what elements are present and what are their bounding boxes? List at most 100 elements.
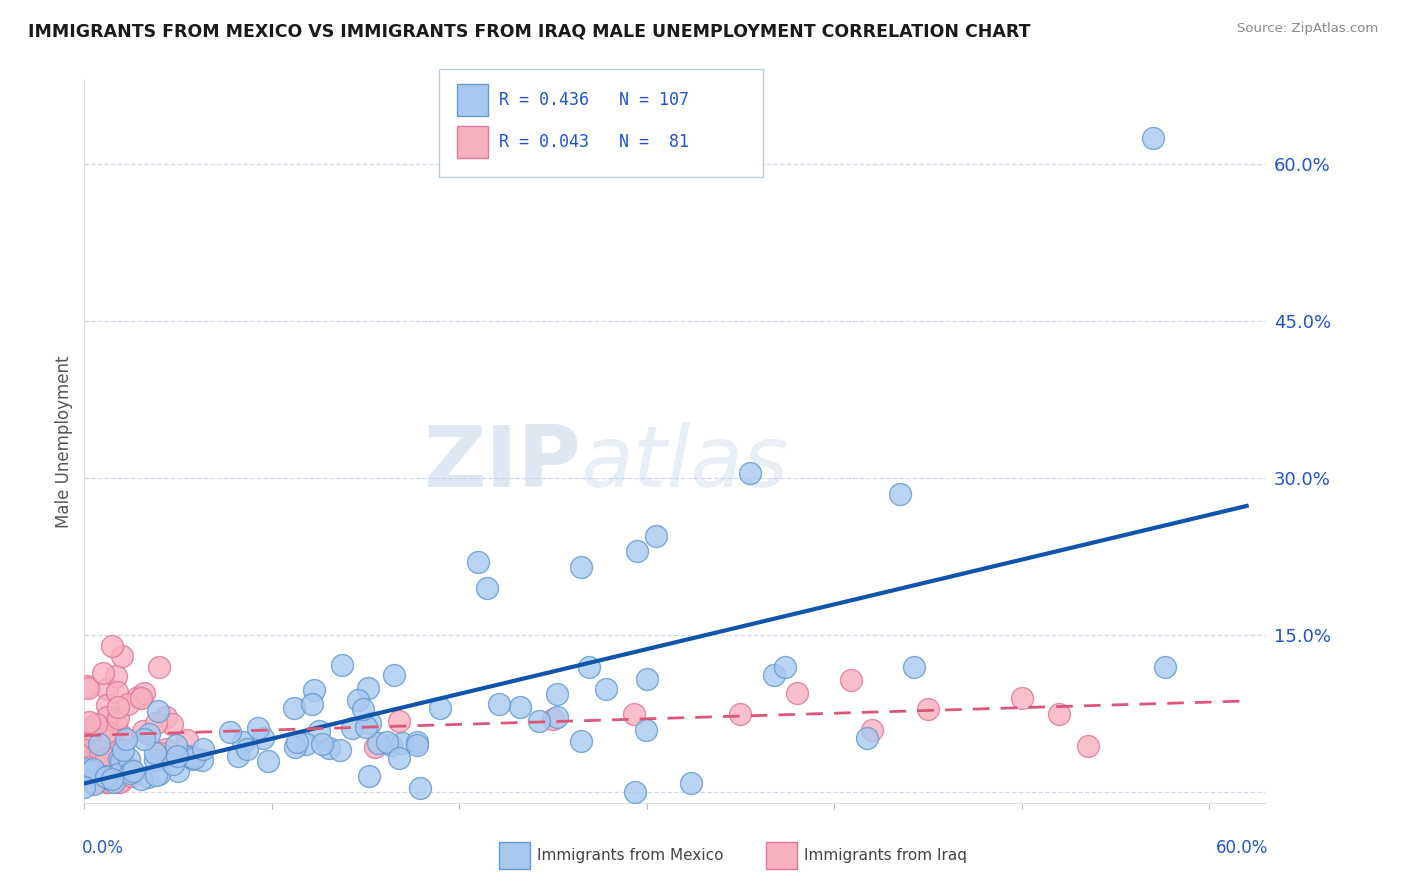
Point (100, 736, 122, 750)
Point (96, 682, 118, 697)
Point (1011, 691, 1033, 706)
Point (246, 722, 269, 736)
Point (284, 739, 307, 754)
Point (252, 731, 274, 745)
Point (232, 735, 254, 749)
Point (129, 772, 152, 787)
Point (152, 749, 174, 764)
Point (77, 760, 100, 774)
Point (166, 749, 188, 764)
Point (509, 699, 531, 714)
Point (624, 785, 647, 799)
Point (82, 719, 104, 733)
Point (160, 716, 183, 731)
Point (90, 772, 112, 787)
Point (387, 751, 409, 765)
Point (359, 715, 381, 730)
Point (308, 723, 330, 738)
Point (155, 742, 177, 756)
Point (626, 544, 648, 558)
Point (330, 658, 353, 673)
Point (86, 756, 108, 770)
Point (77, 714, 100, 729)
Point (636, 672, 658, 686)
Point (87, 730, 110, 744)
Point (730, 706, 752, 721)
Point (107, 711, 129, 725)
Point (467, 555, 489, 569)
Point (354, 720, 377, 734)
Point (1077, 739, 1099, 754)
Point (138, 727, 160, 741)
Point (75, 762, 97, 776)
Point (143, 753, 166, 767)
Point (73, 756, 96, 770)
Point (569, 734, 592, 748)
Point (111, 743, 134, 757)
Point (76, 679, 98, 693)
Point (100, 726, 122, 740)
Point (1154, 659, 1177, 673)
Point (120, 769, 142, 783)
Point (903, 660, 925, 674)
Point (96, 747, 118, 761)
Point (115, 732, 138, 747)
Point (103, 736, 125, 750)
Point (380, 738, 402, 752)
Point (117, 698, 139, 712)
Point (301, 697, 323, 711)
Point (91, 666, 114, 681)
Point (382, 667, 405, 681)
Point (377, 735, 399, 749)
Point (477, 581, 499, 595)
Point (1047, 706, 1070, 721)
Point (773, 660, 796, 674)
Point (546, 710, 568, 724)
Point (110, 774, 132, 789)
Point (595, 681, 617, 696)
Point (226, 749, 249, 764)
Point (236, 742, 259, 756)
Point (87, 737, 110, 751)
Point (132, 732, 155, 747)
Point (165, 738, 187, 752)
Point (176, 748, 198, 763)
Point (1142, 131, 1164, 145)
Point (145, 715, 167, 730)
Point (82, 763, 104, 777)
Point (136, 770, 159, 784)
Text: Immigrants from Mexico: Immigrants from Mexico (537, 848, 724, 863)
Point (148, 704, 170, 718)
Point (79, 748, 101, 763)
Point (76, 681, 98, 696)
Point (111, 649, 134, 664)
Point (98, 733, 121, 747)
Point (329, 743, 352, 757)
Point (79, 736, 101, 750)
Text: Source: ZipAtlas.com: Source: ZipAtlas.com (1237, 22, 1378, 36)
Point (388, 714, 411, 728)
Point (342, 721, 364, 735)
Point (409, 780, 432, 795)
Point (855, 731, 877, 746)
Point (546, 687, 568, 701)
Point (488, 698, 510, 712)
Point (73, 780, 96, 794)
Point (176, 732, 198, 747)
Point (132, 686, 155, 700)
Point (118, 752, 141, 766)
Point (73, 727, 96, 741)
Point (96, 710, 118, 724)
Point (89, 744, 111, 758)
Point (569, 560, 592, 574)
Point (283, 701, 305, 715)
Point (98, 713, 121, 727)
Point (127, 690, 149, 704)
Point (917, 701, 939, 715)
Point (79, 722, 101, 736)
Y-axis label: Male Unemployment: Male Unemployment (55, 355, 73, 528)
Point (129, 691, 152, 706)
Point (75, 749, 97, 764)
Text: R = 0.043   N =  81: R = 0.043 N = 81 (499, 133, 689, 151)
Point (786, 686, 808, 700)
